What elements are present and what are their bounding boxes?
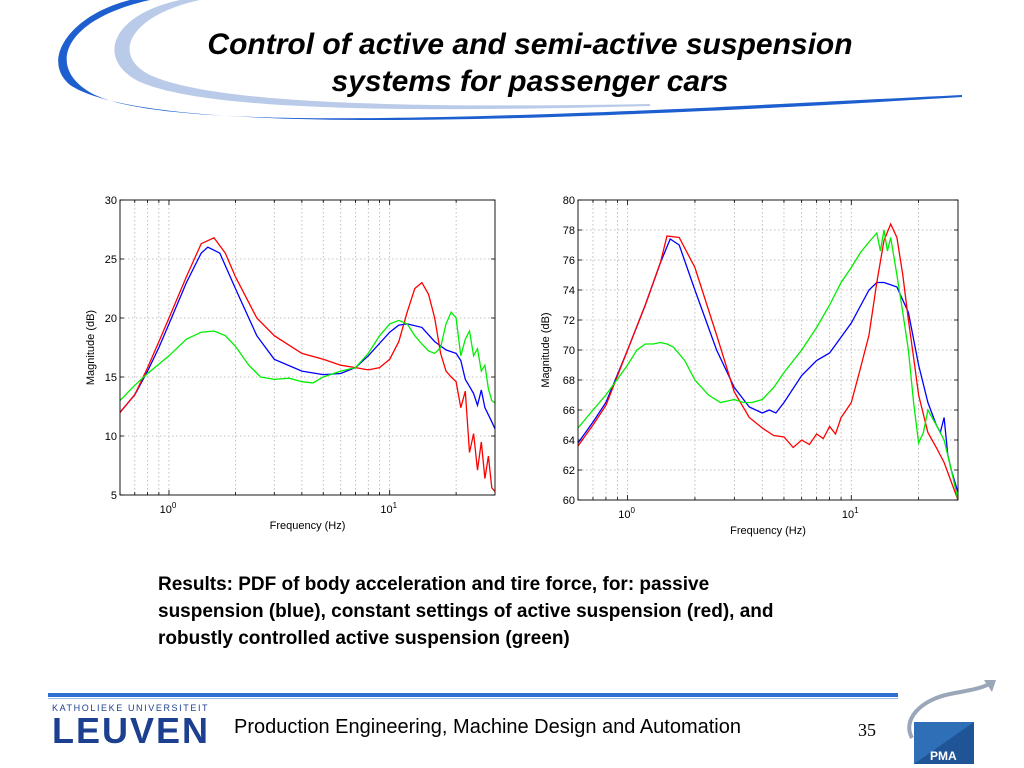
footer-department: Production Engineering, Machine Design a… [234, 716, 741, 738]
caption-line-1: Results: PDF of body acceleration and ti… [158, 574, 710, 595]
ku-leuven-logo: KATHOLIEKE UNIVERSITEIT LEUVEN [52, 703, 220, 751]
chart-2-x-axis-label: Frequency (Hz) [730, 525, 806, 537]
chart-1-y-tick-label: 30 [105, 195, 117, 207]
chart-2-y-tick-label: 66 [563, 405, 575, 417]
chart-2-x-tick-label: 101 [842, 506, 859, 521]
chart-2-x-tick-base: 10 [618, 509, 630, 521]
chart-1-y-tick-label: 25 [105, 254, 117, 266]
caption-line-3: robustly controlled active suspension (g… [158, 628, 570, 649]
chart-1-x-tick-exponent: 1 [393, 501, 398, 510]
chart-2-y-tick-label: 60 [563, 495, 575, 507]
chart-1-series-1-line [120, 246, 495, 430]
chart-1-series-2-line [120, 236, 495, 492]
logo-top-text: KATHOLIEKE UNIVERSITEIT [52, 703, 210, 713]
chart-1-grid [119, 200, 495, 495]
pma-logo: PMA [907, 680, 996, 764]
chart-1-y-tick-label: 10 [105, 431, 117, 443]
chart-1-x-tick-base: 10 [380, 504, 392, 516]
chart-2-series-1-line [578, 238, 958, 493]
chart-1-y-axis-label: Magnitude (dB) [85, 310, 97, 385]
logo-main-text: LEUVEN [52, 710, 211, 751]
footer-rule [48, 693, 898, 697]
chart-2-x-tick-base: 10 [842, 509, 854, 521]
chart-1-x-tick-label: 100 [160, 501, 177, 516]
chart-1-x-tick-label: 101 [380, 501, 397, 516]
chart-2-y-tick-label: 70 [563, 345, 575, 357]
chart-2-y-tick-label: 62 [563, 465, 575, 477]
pma-label: PMA [930, 749, 957, 763]
chart-1-y-tick-label: 5 [111, 490, 117, 502]
slide-title: Control of active and semi-active suspen… [110, 26, 950, 100]
chart-1-series-3-line [120, 310, 495, 404]
chart-1-x-axis-label: Frequency (Hz) [270, 520, 346, 532]
chart-2-y-tick-label: 74 [563, 285, 575, 297]
chart-1-y-tick-label: 15 [105, 372, 117, 384]
chart-2-series-3-line [578, 229, 958, 500]
chart-2-y-tick-label: 76 [563, 255, 575, 267]
chart-2-axes-box [577, 199, 959, 501]
chart-2-y-tick-label: 68 [563, 375, 575, 387]
chart-1-plot-area [120, 200, 495, 495]
footer-rule-thin [48, 698, 898, 699]
chart-2-y-tick-label: 78 [563, 225, 575, 237]
chart-2-y-tick-label: 72 [563, 315, 575, 327]
chart-2-x-tick-label: 100 [618, 506, 635, 521]
page-number: 35 [858, 720, 876, 740]
chart-1-y-tick-label: 20 [105, 313, 117, 325]
chart-2-series-2-line [578, 222, 958, 500]
chart-2-x-tick-exponent: 1 [854, 506, 859, 515]
slide-title-line-2: systems for passenger cars [331, 65, 729, 98]
chart-1-x-tick-exponent: 0 [172, 501, 177, 510]
chart-1-x-tick-base: 10 [160, 504, 172, 516]
results-caption: Results: PDF of body acceleration and ti… [158, 571, 918, 652]
caption-line-2: suspension (blue), constant settings of … [158, 601, 774, 622]
slide-title-line-1: Control of active and semi-active suspen… [207, 28, 853, 61]
chart-2-y-tick-label: 64 [563, 435, 575, 447]
chart-1-axes-box [119, 199, 496, 496]
chart-2-y-axis-label: Magnitude (dB) [540, 312, 552, 387]
chart-2-x-tick-exponent: 0 [631, 506, 636, 515]
header-swoosh [58, 0, 963, 121]
chart-2-y-tick-label: 80 [563, 195, 575, 207]
